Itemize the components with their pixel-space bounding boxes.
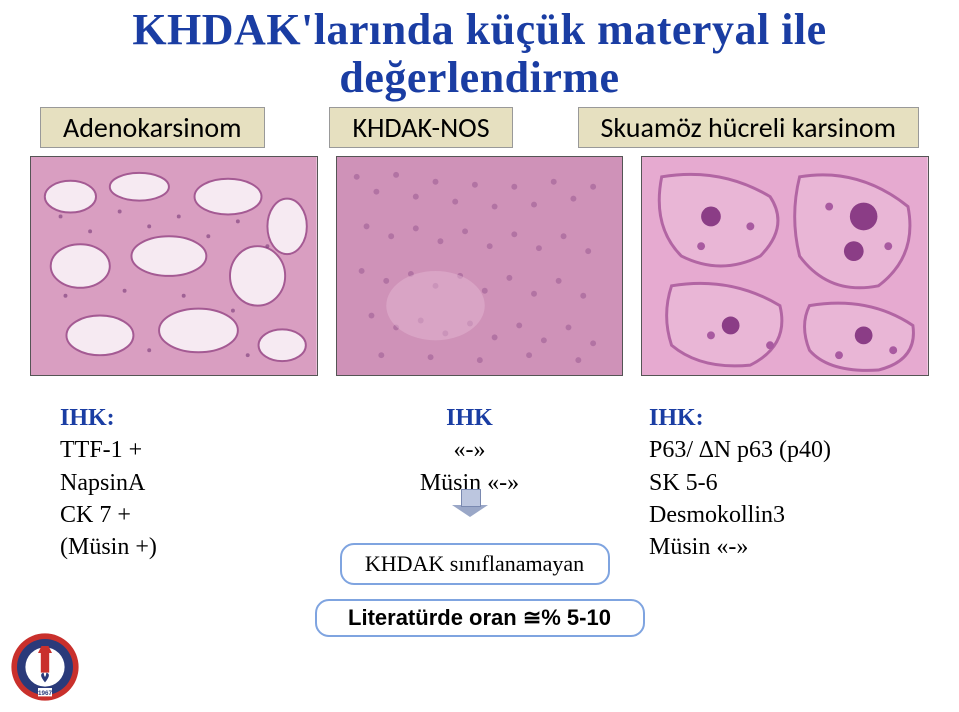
ihk-mid-header: IHK [340,402,600,434]
histology-adenokarsinom [30,156,318,376]
ihk-left-l4: (Müsin +) [60,531,290,563]
subhead-row: Adenokarsinom KHDAK-NOS Skuamöz hücreli … [40,107,919,148]
ihk-row: IHK: TTF-1 + NapsinA CK 7 + (Müsin +) IH… [60,402,909,585]
khdak-unclassified-box: KHDAK sınıflanamayan [340,543,610,585]
histology-khdak-nos [336,156,624,376]
ihk-left-l3: CK 7 + [60,499,290,531]
ihk-right-header: IHK: [649,402,909,434]
ihk-left-l1: TTF-1 + [60,434,290,466]
subhead-skuamoz: Skuamöz hücreli karsinom [578,107,919,148]
title-line2: değerlendirme [339,53,619,102]
title-line1: KHDAK'larında küçük materyal ile [132,5,826,54]
ihk-mid-l1: «-» [340,434,600,466]
ihk-right-l1: P63/ ∆N p63 (p40) [649,434,909,466]
ihk-right-l2: SK 5-6 [649,467,909,499]
ihk-right-column: IHK: P63/ ∆N p63 (p40) SK 5-6 Desmokolli… [649,402,909,585]
histology-row [30,156,929,376]
university-logo-icon: 1967 [10,632,80,702]
slide-title: KHDAK'larında küçük materyal ile değerle… [0,0,959,103]
logo-year: 1967 [38,690,53,697]
ihk-right-l4: Müsin «-» [649,531,909,563]
ihk-left-header: IHK: [60,402,290,434]
ihk-left-column: IHK: TTF-1 + NapsinA CK 7 + (Müsin +) [60,402,290,585]
literature-rate-box: Literatürde oran ≅% 5-10 [315,599,645,637]
histology-skuamoz [641,156,929,376]
subhead-adenokarsinom: Adenokarsinom [40,107,265,148]
subhead-khdak-nos: KHDAK-NOS [329,107,512,148]
ihk-mid-column: IHK «-» Müsin «-» KHDAK sınıflanamayan [340,402,600,585]
ihk-right-l3: Desmokollin3 [649,499,909,531]
ihk-left-l2: NapsinA [60,467,290,499]
arrow-down-icon [452,505,488,517]
